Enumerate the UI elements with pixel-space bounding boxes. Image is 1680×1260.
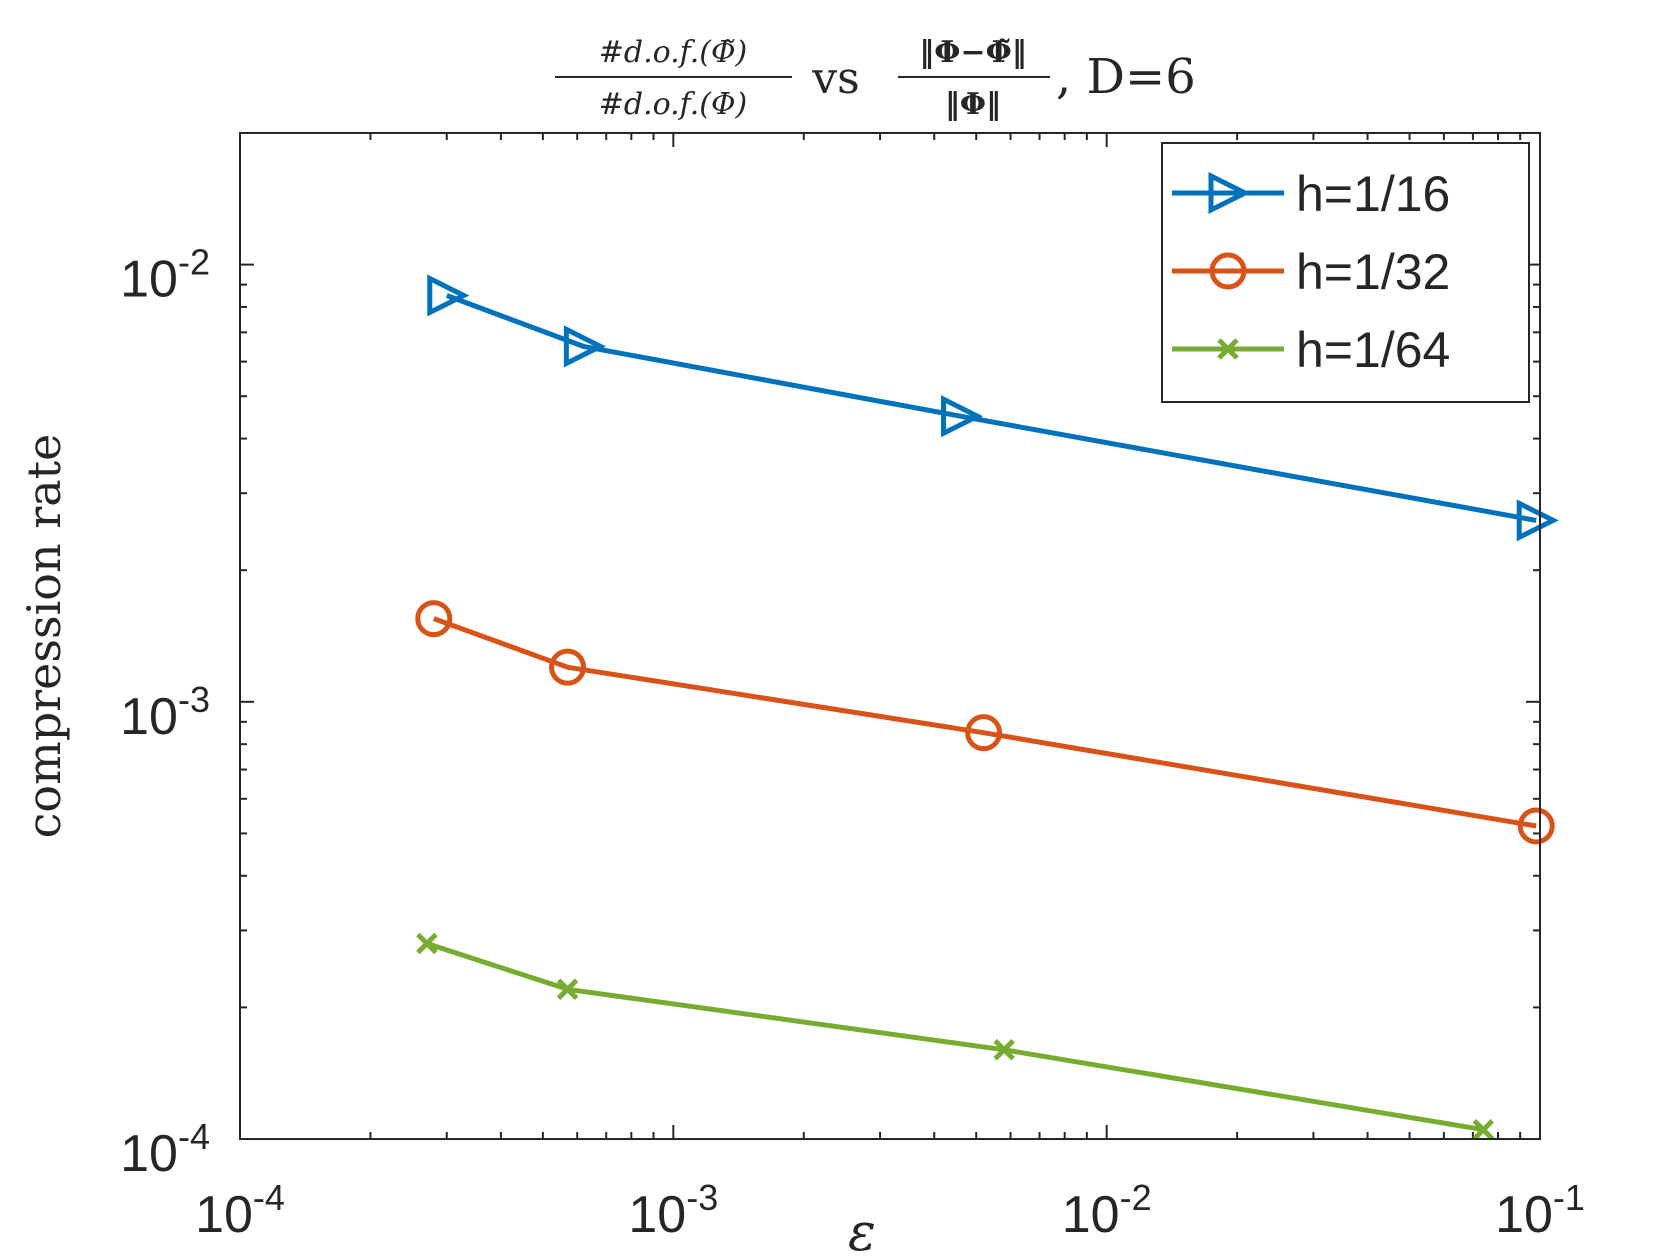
data-point-marker bbox=[427, 274, 470, 317]
series-line bbox=[426, 941, 1484, 1133]
x-tick-label: 10-1 bbox=[1495, 1177, 1585, 1244]
series-line bbox=[445, 293, 1537, 523]
data-point-marker bbox=[965, 714, 1003, 752]
data-point-marker bbox=[549, 648, 587, 686]
series-line bbox=[432, 616, 1537, 829]
data-point-marker bbox=[1517, 807, 1555, 845]
title-frac2-numerator: ‖Φ−Φ̃‖ bbox=[919, 35, 1026, 70]
tick-labels: 10-4 10-3 10-2 10-1 10-4 10-3 10-2 bbox=[120, 242, 1585, 1244]
series-triangle-right bbox=[427, 274, 1559, 542]
chart-title: #d.o.f.(Φ̃) #d.o.f.(Φ) vs ‖Φ−Φ̃‖ ‖Φ‖ , D… bbox=[555, 35, 1196, 122]
y-tick-label: 10-2 bbox=[120, 242, 210, 309]
title-suffix: , D=6 bbox=[1056, 49, 1196, 105]
legend-entries: h=1/16 h=1/32 h=1/64 bbox=[1172, 166, 1450, 378]
legend: h=1/16 h=1/32 h=1/64 bbox=[1161, 142, 1530, 403]
legend-marker bbox=[1208, 171, 1251, 215]
legend-entry: h=1/16 bbox=[1172, 166, 1450, 222]
title-frac1-denominator: #d.o.f.(Φ) bbox=[599, 87, 748, 122]
x-axis-label: ε bbox=[848, 1203, 876, 1260]
data-point-marker bbox=[941, 395, 984, 438]
legend-label: h=1/64 bbox=[1296, 322, 1450, 378]
legend-marker bbox=[1217, 338, 1239, 360]
legend-entry: h=1/64 bbox=[1172, 322, 1450, 378]
data-point-marker bbox=[1472, 1118, 1495, 1141]
data-point-marker bbox=[563, 325, 606, 368]
series-circle bbox=[415, 600, 1555, 845]
axes-box bbox=[239, 132, 1541, 1140]
title-vs: vs bbox=[811, 53, 859, 104]
data-point-marker bbox=[1516, 499, 1559, 542]
title-frac2-denominator: ‖Φ‖ bbox=[945, 87, 1001, 122]
legend-entry: h=1/32 bbox=[1172, 244, 1450, 300]
legend-marker bbox=[1209, 252, 1247, 290]
y-axis-label: compression rate bbox=[17, 434, 71, 839]
x-tick-label: 10-4 bbox=[195, 1177, 285, 1244]
data-point-marker bbox=[993, 1038, 1015, 1061]
legend-label: h=1/16 bbox=[1296, 166, 1450, 222]
data-point-marker bbox=[556, 978, 579, 1001]
data-series bbox=[415, 274, 1559, 1141]
series-x bbox=[416, 932, 1495, 1141]
y-tick-label: 10-3 bbox=[120, 679, 210, 746]
x-tick-label: 10-2 bbox=[1062, 1177, 1152, 1244]
y-tick-label: 10-4 bbox=[120, 1116, 210, 1183]
x-tick-label: 10-3 bbox=[628, 1177, 718, 1244]
title-frac1-numerator: #d.o.f.(Φ̃) bbox=[599, 35, 748, 70]
data-point-marker bbox=[416, 932, 438, 955]
data-point-marker bbox=[415, 600, 453, 638]
legend-label: h=1/32 bbox=[1296, 244, 1450, 300]
